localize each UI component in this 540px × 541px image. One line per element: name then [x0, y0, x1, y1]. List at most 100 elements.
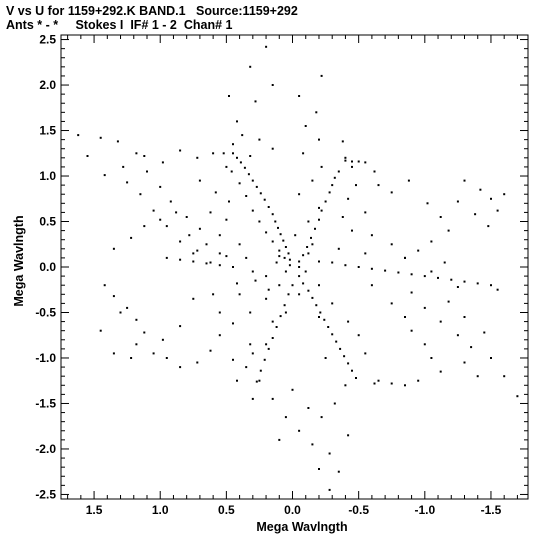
data-point	[337, 247, 340, 250]
y-axis-title: Mega Wavlngth	[12, 215, 26, 306]
data-point	[430, 240, 433, 243]
data-point	[228, 200, 230, 203]
data-point	[331, 333, 334, 336]
y-tick-label: -0.5	[35, 305, 56, 319]
data-point	[355, 377, 357, 379]
data-point	[267, 206, 270, 208]
data-point	[351, 229, 353, 232]
data-point	[232, 266, 234, 268]
y-tick-label: 0.0	[39, 260, 56, 274]
data-point	[152, 209, 155, 212]
data-point	[238, 182, 241, 185]
data-point	[298, 266, 301, 268]
data-point	[119, 311, 122, 314]
data-point	[410, 273, 413, 276]
data-point	[333, 402, 336, 405]
data-point	[347, 320, 350, 323]
x-tick-label: 0.0	[284, 503, 301, 517]
data-point	[267, 347, 270, 350]
data-point	[311, 443, 314, 446]
data-point	[344, 264, 347, 267]
data-point	[274, 220, 277, 223]
data-point	[135, 152, 138, 155]
data-point	[298, 193, 301, 196]
data-point	[410, 329, 413, 332]
y-tick-label: 2.0	[39, 78, 56, 92]
data-point	[456, 200, 459, 203]
data-point	[135, 318, 138, 321]
data-point	[238, 293, 241, 296]
data-point	[450, 278, 453, 281]
data-point	[161, 161, 164, 164]
data-point	[218, 264, 221, 267]
data-point	[476, 375, 479, 378]
data-point	[423, 306, 426, 309]
data-point	[447, 229, 450, 232]
y-tick-label: 2.5	[39, 33, 56, 47]
data-point	[310, 236, 312, 239]
data-point	[179, 325, 182, 328]
data-point	[179, 258, 182, 261]
data-point	[291, 388, 294, 391]
data-point	[271, 337, 274, 339]
data-point	[218, 234, 221, 237]
x-tick-label: 1.5	[86, 503, 103, 517]
x-tick-label: 1.0	[152, 503, 169, 517]
data-point	[165, 225, 168, 228]
data-point	[417, 249, 420, 252]
data-point	[236, 156, 238, 159]
data-point	[364, 252, 367, 255]
data-point	[288, 264, 291, 267]
y-tick-label: -2.0	[35, 442, 56, 456]
data-point	[298, 293, 301, 296]
data-point	[339, 347, 342, 350]
data-point	[447, 300, 450, 303]
data-point	[351, 165, 353, 168]
data-point	[456, 334, 459, 337]
data-point	[192, 260, 195, 263]
data-point	[311, 296, 314, 299]
data-point	[284, 311, 287, 314]
data-point	[344, 156, 347, 159]
data-point	[198, 179, 201, 182]
data-point	[377, 379, 380, 382]
data-point	[236, 379, 238, 382]
data-point	[327, 326, 330, 328]
y-tick-label: -2.5	[35, 487, 56, 501]
data-point	[318, 260, 320, 263]
data-point	[283, 304, 286, 307]
data-point	[255, 185, 258, 188]
data-point	[232, 143, 234, 146]
data-point	[357, 266, 360, 268]
data-point	[251, 270, 254, 273]
data-point	[318, 284, 320, 287]
data-point	[254, 279, 257, 282]
y-tick-label: -1.5	[35, 396, 56, 410]
data-point	[288, 258, 291, 261]
data-point	[247, 173, 250, 176]
data-point	[126, 306, 129, 309]
data-point	[423, 275, 426, 278]
y-tick-label: -1.0	[35, 351, 56, 365]
data-point	[302, 254, 305, 257]
data-point	[251, 209, 254, 212]
data-point	[487, 225, 490, 228]
data-point	[232, 322, 234, 325]
data-point	[236, 120, 238, 123]
data-point	[196, 156, 199, 159]
data-point	[417, 379, 420, 382]
data-point	[328, 452, 331, 455]
x-tick-label: -0.5	[348, 503, 369, 517]
data-point	[463, 316, 466, 318]
data-point	[490, 197, 492, 200]
data-point	[496, 288, 499, 291]
data-point	[249, 343, 252, 346]
data-point	[516, 395, 519, 398]
data-point	[205, 262, 208, 265]
data-point	[298, 95, 301, 97]
data-point	[209, 211, 212, 214]
data-point	[196, 249, 199, 252]
data-point	[249, 155, 252, 157]
data-point	[364, 352, 367, 355]
data-point	[175, 211, 178, 214]
